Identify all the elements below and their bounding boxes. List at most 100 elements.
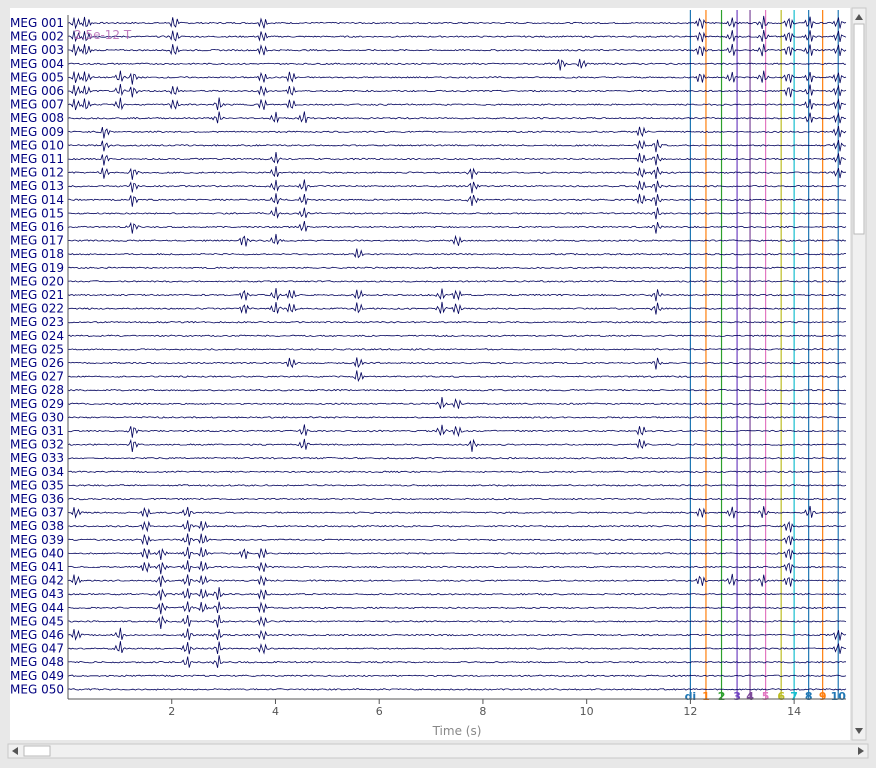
channel-label[interactable]: MEG 019	[10, 261, 64, 275]
channel-label[interactable]: MEG 013	[10, 179, 64, 193]
channel-label[interactable]: MEG 026	[10, 356, 64, 370]
channel-trace	[67, 438, 847, 452]
channel-label[interactable]: MEG 036	[10, 492, 64, 506]
channel-trace	[67, 206, 847, 220]
channel-label[interactable]: MEG 043	[10, 587, 64, 601]
channel-label[interactable]: MEG 014	[10, 193, 64, 207]
channel-label[interactable]: MEG 031	[10, 424, 64, 438]
channel-label[interactable]: MEG 040	[10, 546, 64, 560]
axes-background	[68, 15, 846, 699]
channel-trace	[67, 688, 847, 691]
channel-label[interactable]: MEG 011	[10, 152, 64, 166]
channel-trace	[67, 58, 847, 71]
channel-label[interactable]: MEG 047	[10, 642, 64, 656]
horizontal-scrollbar-track[interactable]	[7, 743, 869, 759]
vertical-scrollbar-thumb[interactable]	[853, 23, 865, 235]
channel-trace	[67, 348, 847, 351]
channel-label[interactable]: MEG 050	[10, 682, 64, 696]
horizontal-scrollbar[interactable]	[7, 743, 869, 759]
channel-label[interactable]: MEG 001	[10, 16, 64, 30]
event-label: 6	[777, 690, 785, 703]
channel-label[interactable]: MEG 044	[10, 601, 64, 615]
channel-traces	[67, 15, 847, 691]
x-tick-label: 4	[272, 705, 279, 718]
channel-label[interactable]: MEG 003	[10, 43, 64, 57]
event-label: di	[685, 690, 697, 703]
channel-label[interactable]: MEG 049	[10, 669, 64, 683]
scroll-right-arrow-icon[interactable]	[858, 747, 864, 755]
channel-trace	[67, 287, 847, 302]
channel-label[interactable]: MEG 025	[10, 342, 64, 356]
scroll-left-arrow-icon[interactable]	[12, 747, 18, 755]
channel-label[interactable]: MEG 041	[10, 560, 64, 574]
channel-trace	[67, 456, 847, 460]
channel-label[interactable]: MEG 015	[10, 206, 64, 220]
channel-trace	[67, 641, 847, 655]
channel-label[interactable]: MEG 038	[10, 519, 64, 533]
plot-area[interactable]: di 1 2 3 4 5 6 7 8 9 10	[67, 10, 847, 703]
channel-label[interactable]: MEG 007	[10, 98, 64, 112]
channel-trace	[67, 179, 847, 194]
channel-label[interactable]: MEG 009	[10, 125, 64, 139]
x-tick-label: 12	[683, 705, 697, 718]
channel-label[interactable]: MEG 018	[10, 247, 64, 261]
channel-label[interactable]: MEG 022	[10, 302, 64, 316]
channel-trace	[67, 546, 847, 560]
channel-trace	[67, 125, 847, 139]
channel-label[interactable]: MEG 029	[10, 397, 64, 411]
channel-label[interactable]: MEG 032	[10, 438, 64, 452]
channel-label[interactable]: MEG 035	[10, 478, 64, 492]
channel-label[interactable]: MEG 045	[10, 614, 64, 628]
channel-trace	[67, 416, 847, 419]
channel-label[interactable]: MEG 002	[10, 30, 64, 44]
channel-label[interactable]: MEG 008	[10, 111, 64, 125]
x-tick-label: 6	[376, 705, 383, 718]
scroll-down-arrow-icon[interactable]	[855, 728, 863, 734]
event-label: 4	[746, 690, 754, 703]
channel-trace	[67, 655, 846, 668]
channel-label[interactable]: MEG 004	[10, 57, 64, 71]
channel-trace	[67, 248, 847, 259]
channel-label[interactable]: MEG 017	[10, 234, 64, 248]
horizontal-scrollbar-thumb[interactable]	[23, 745, 51, 757]
channel-label[interactable]: MEG 034	[10, 465, 64, 479]
channel-label[interactable]: MEG 030	[10, 410, 64, 424]
channel-trace	[67, 266, 847, 270]
event-label: 8	[805, 690, 813, 703]
channel-label[interactable]: MEG 028	[10, 383, 64, 397]
channel-label[interactable]: MEG 037	[10, 506, 64, 520]
channel-label[interactable]: MEG 048	[10, 655, 64, 669]
event-lines: di 1 2 3 4 5 6 7 8 9 10	[685, 10, 846, 703]
channel-label[interactable]: MEG 042	[10, 574, 64, 588]
channel-label[interactable]: MEG 006	[10, 84, 64, 98]
channel-label[interactable]: MEG 039	[10, 533, 64, 547]
channel-label[interactable]: MEG 012	[10, 166, 64, 180]
channel-label[interactable]: MEG 046	[10, 628, 64, 642]
channel-trace	[67, 505, 847, 519]
channel-label[interactable]: MEG 023	[10, 315, 64, 329]
scroll-up-arrow-icon[interactable]	[855, 14, 863, 20]
channel-label[interactable]: MEG 016	[10, 220, 64, 234]
channel-trace	[67, 152, 847, 166]
channel-trace	[67, 520, 847, 533]
channel-label[interactable]: MEG 024	[10, 329, 64, 343]
channel-label[interactable]: MEG 010	[10, 138, 64, 152]
channel-label[interactable]: MEG 021	[10, 288, 64, 302]
event-label: 1	[702, 690, 710, 703]
channel-label[interactable]: MEG 005	[10, 70, 64, 84]
channel-trace	[67, 674, 847, 678]
channel-trace	[67, 396, 847, 409]
vertical-scrollbar[interactable]	[851, 7, 867, 741]
channel-trace	[67, 30, 847, 43]
event-label: 7	[790, 690, 798, 703]
channel-trace	[67, 111, 847, 124]
channel-trace	[67, 357, 847, 370]
channel-trace	[67, 193, 846, 207]
channel-label[interactable]: MEG 027	[10, 370, 64, 384]
channel-trace	[67, 97, 847, 111]
x-tick-label: 2	[168, 705, 175, 718]
channel-label[interactable]: MEG 033	[10, 451, 64, 465]
channel-label[interactable]: MEG 020	[10, 274, 64, 288]
